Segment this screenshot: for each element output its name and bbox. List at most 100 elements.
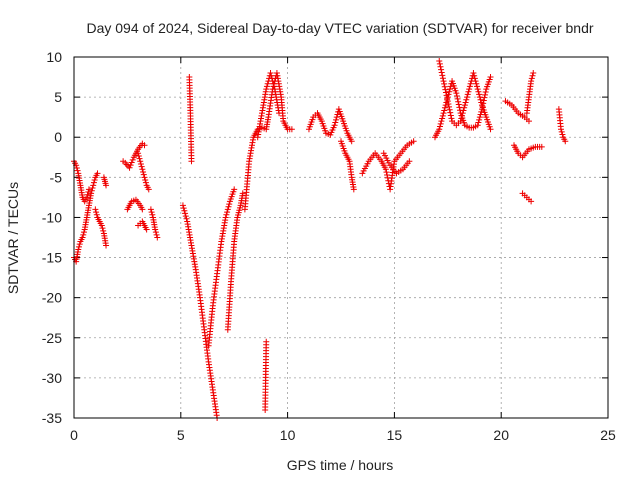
series-track-c xyxy=(92,206,110,249)
data-point-marker xyxy=(482,91,489,98)
series-track-o xyxy=(254,70,283,141)
series-track-i xyxy=(147,206,161,241)
chart-title: Day 094 of 2024, Sidereal Day-to-day VTE… xyxy=(86,20,593,36)
data-point-marker xyxy=(226,201,233,208)
data-point-marker xyxy=(538,143,545,150)
data-point-marker xyxy=(139,166,146,173)
data-point-marker xyxy=(447,109,454,116)
data-point-marker xyxy=(475,119,482,126)
data-point-marker xyxy=(439,72,446,79)
data-point-marker xyxy=(529,72,536,79)
series-track-z xyxy=(519,190,535,205)
data-point-marker xyxy=(466,86,473,93)
data-point-marker xyxy=(264,80,271,87)
data-point-marker xyxy=(84,191,91,198)
data-point-marker xyxy=(139,206,146,213)
data-point-marker xyxy=(79,234,86,241)
data-point-marker xyxy=(530,70,537,77)
series-track-q xyxy=(305,106,355,145)
series-track-b xyxy=(71,170,101,265)
data-point-marker xyxy=(224,206,231,213)
data-point-marker xyxy=(75,243,82,250)
data-point-marker xyxy=(145,186,152,193)
data-point-marker xyxy=(182,213,189,220)
data-point-marker xyxy=(438,118,445,125)
data-point-marker xyxy=(559,131,566,138)
data-point-marker xyxy=(85,186,92,193)
y-tick-label: 0 xyxy=(54,129,62,145)
data-point-marker xyxy=(103,182,110,189)
data-point-marker xyxy=(459,110,466,117)
data-point-marker xyxy=(462,99,469,106)
data-point-marker xyxy=(439,112,446,119)
data-point-marker xyxy=(444,95,451,102)
data-point-marker xyxy=(263,338,270,345)
data-point-marker xyxy=(129,156,136,163)
y-tick-label: -20 xyxy=(42,290,62,306)
data-point-marker xyxy=(98,222,105,229)
data-point-marker xyxy=(446,86,453,93)
data-point-marker xyxy=(94,170,101,177)
data-point-marker xyxy=(562,138,569,145)
data-point-marker xyxy=(93,211,100,218)
x-tick-label: 5 xyxy=(177,427,185,443)
data-point-marker xyxy=(179,202,186,209)
data-point-marker xyxy=(447,112,454,119)
series-track-l xyxy=(205,186,238,349)
data-point-marker xyxy=(466,83,473,90)
plot-frame xyxy=(73,56,609,419)
series-track-zz xyxy=(555,106,569,145)
data-point-marker xyxy=(90,179,97,186)
data-point-marker xyxy=(140,168,147,175)
data-point-marker xyxy=(460,107,467,114)
series-track-a xyxy=(71,158,92,205)
series-track-d xyxy=(100,174,110,189)
series-track-m xyxy=(224,190,246,333)
series-track-t xyxy=(380,150,413,177)
y-tick-label: 10 xyxy=(46,49,62,65)
series-track-x xyxy=(523,70,537,117)
series-track-w xyxy=(502,98,532,125)
data-marks xyxy=(71,58,569,421)
data-point-marker xyxy=(444,98,451,105)
data-point-marker xyxy=(442,89,449,96)
y-tick-label: -25 xyxy=(42,330,62,346)
data-point-marker xyxy=(154,234,161,241)
data-point-marker xyxy=(528,75,535,82)
data-point-marker xyxy=(383,169,390,176)
data-point-marker xyxy=(461,102,468,109)
y-axis-label: SDTVAR / TECUs xyxy=(5,182,21,294)
data-point-marker xyxy=(332,119,339,126)
data-point-marker xyxy=(455,98,462,105)
data-point-marker xyxy=(467,80,474,87)
data-point-marker xyxy=(350,186,357,193)
data-point-marker xyxy=(348,138,355,145)
data-point-marker xyxy=(135,152,142,159)
data-point-marker xyxy=(100,227,107,234)
data-point-marker xyxy=(471,72,478,79)
data-point-marker xyxy=(453,92,460,99)
data-point-marker xyxy=(127,162,134,169)
data-point-marker xyxy=(454,95,461,102)
data-point-marker xyxy=(440,110,447,117)
data-point-marker xyxy=(384,172,391,179)
data-point-marker xyxy=(92,206,99,213)
data-point-marker xyxy=(142,179,149,186)
data-point-marker xyxy=(76,241,83,248)
data-point-marker xyxy=(90,182,97,189)
data-point-marker xyxy=(263,86,270,93)
data-point-marker xyxy=(137,158,144,165)
data-point-marker xyxy=(439,75,446,82)
data-point-marker xyxy=(439,115,446,122)
y-tick-label: -10 xyxy=(42,209,62,225)
data-point-marker xyxy=(91,177,98,184)
data-point-marker xyxy=(437,63,444,70)
data-point-marker xyxy=(436,126,443,133)
data-point-marker xyxy=(331,122,338,129)
data-point-marker xyxy=(143,226,150,233)
data-point-marker xyxy=(141,174,148,181)
data-point-marker xyxy=(441,83,448,90)
data-point-marker xyxy=(436,123,443,130)
data-point-marker xyxy=(474,86,481,93)
